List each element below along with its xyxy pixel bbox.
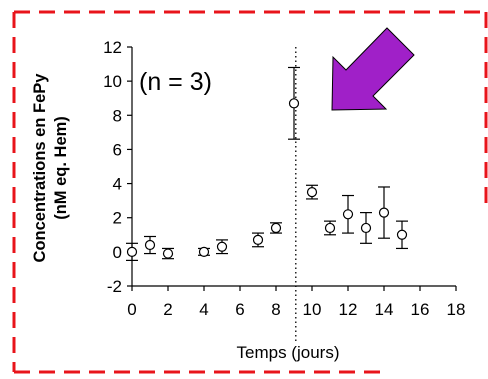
y-tick-label: -2 — [107, 277, 122, 296]
x-axis-title: Temps (jours) — [237, 343, 340, 362]
y-tick-label: 0 — [113, 243, 122, 262]
y-axis-ticks: -2 0 2 4 6 8 10 12 — [103, 38, 132, 296]
sample-size-annotation: (n = 3) — [139, 68, 212, 96]
data-points — [126, 66, 408, 261]
data-point-group — [360, 211, 372, 244]
data-point — [378, 207, 390, 218]
x-tick-label: 4 — [199, 300, 208, 319]
data-point — [162, 248, 174, 259]
data-point — [342, 209, 354, 220]
data-point — [270, 222, 282, 234]
data-point-group — [252, 232, 264, 248]
data-point-group — [324, 220, 336, 236]
x-tick-label: 12 — [339, 300, 358, 319]
data-point — [216, 241, 228, 252]
y-tick-label: 12 — [103, 38, 122, 57]
data-point-group — [216, 239, 228, 255]
data-point-group — [396, 220, 408, 250]
x-tick-label: 10 — [303, 300, 322, 319]
y-tick-label: 10 — [103, 72, 122, 91]
data-point — [288, 98, 300, 109]
data-point — [306, 187, 318, 198]
x-tick-label: 16 — [411, 300, 430, 319]
x-tick-label: 8 — [271, 300, 280, 319]
data-point — [198, 246, 210, 257]
data-point — [252, 234, 264, 246]
y-tick-label: 8 — [113, 106, 122, 125]
data-point-group — [144, 235, 156, 255]
y-axis-title-line1: Concentrations en FePy — [31, 73, 49, 263]
data-point — [396, 229, 408, 240]
data-point — [144, 239, 156, 251]
x-tick-label: 18 — [447, 300, 466, 319]
y-tick-label: 6 — [113, 140, 122, 159]
data-point — [360, 222, 372, 234]
y-tick-label: 4 — [113, 175, 122, 194]
data-point-group — [270, 222, 282, 234]
data-point-group — [162, 247, 174, 260]
x-tick-label: 14 — [375, 300, 394, 319]
data-point — [324, 222, 336, 234]
arrow-down-left-icon — [331, 27, 415, 111]
x-tick-label: 2 — [163, 300, 172, 319]
data-point-group — [306, 184, 318, 200]
x-axis-ticks: 0 2 4 6 8 10 12 14 16 18 — [127, 286, 465, 319]
y-axis-title-line2: (nM eq. Hem) — [52, 116, 70, 220]
x-tick-label: 6 — [235, 300, 244, 319]
data-point-group — [198, 246, 210, 257]
x-tick-label: 0 — [127, 300, 136, 319]
data-point — [126, 246, 138, 257]
y-tick-label: 2 — [113, 209, 122, 228]
data-point-group — [378, 186, 390, 239]
data-point-group — [288, 66, 300, 140]
data-point-group — [126, 242, 138, 261]
data-point-group — [342, 194, 354, 234]
